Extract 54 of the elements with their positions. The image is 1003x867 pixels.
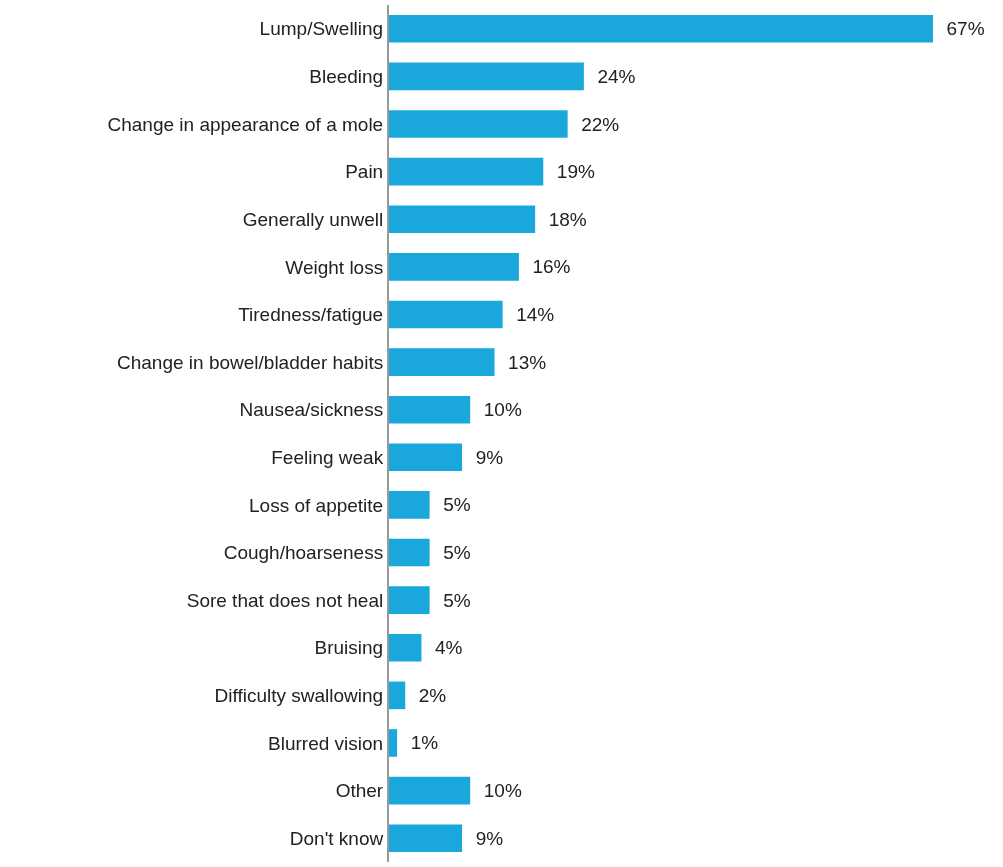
data-label: 14% bbox=[505, 303, 555, 325]
bar bbox=[389, 443, 463, 472]
y-tick-label: Nausea/sickness bbox=[239, 399, 384, 421]
data-label: 10% bbox=[473, 780, 522, 802]
y-tick-label: Difficulty swallowing bbox=[214, 685, 384, 707]
data-label: 16% bbox=[521, 256, 571, 278]
data-label: 2% bbox=[408, 684, 447, 706]
data-label: 1% bbox=[400, 732, 439, 754]
data-label: 67% bbox=[936, 18, 985, 40]
data-label: 5% bbox=[432, 542, 471, 564]
data-label: 5% bbox=[432, 494, 471, 516]
bar bbox=[389, 62, 584, 91]
y-tick-label: Blurred vision bbox=[268, 732, 384, 754]
bar bbox=[389, 157, 544, 186]
bar bbox=[389, 633, 422, 662]
y-tick-label: Other bbox=[335, 780, 384, 802]
bar bbox=[389, 300, 503, 329]
y-tick-label: Pain bbox=[345, 161, 384, 183]
y-tick-label: Change in bowel/bladder habits bbox=[117, 351, 384, 373]
y-tick-label: Weight loss bbox=[285, 256, 384, 278]
data-label: 19% bbox=[546, 161, 595, 183]
data-label: 22% bbox=[570, 113, 620, 135]
y-tick-label: Loss of appetite bbox=[249, 494, 384, 516]
bar bbox=[389, 824, 463, 852]
bar bbox=[389, 538, 430, 567]
y-tick-label: Bruising bbox=[314, 637, 384, 659]
y-tick-label: Generally unwell bbox=[242, 208, 384, 230]
data-label: 18% bbox=[538, 208, 587, 230]
y-tick-label: Don't know bbox=[289, 827, 384, 849]
y-tick-label: Feeling weak bbox=[271, 446, 384, 468]
bar bbox=[389, 586, 430, 614]
bar bbox=[389, 348, 495, 376]
data-label: 9% bbox=[465, 446, 504, 468]
bar bbox=[389, 395, 471, 424]
data-label: 9% bbox=[465, 827, 504, 849]
bar bbox=[389, 729, 398, 757]
y-tick-label: Lump/Swelling bbox=[259, 18, 384, 40]
data-label: 5% bbox=[432, 589, 471, 611]
bar bbox=[389, 491, 430, 519]
y-tick-label: Sore that does not heal bbox=[186, 589, 384, 611]
y-tick-label: Cough/hoarseness bbox=[223, 542, 384, 564]
bar bbox=[389, 205, 536, 234]
data-label: 13% bbox=[497, 351, 547, 373]
bar bbox=[389, 253, 519, 281]
data-label: 4% bbox=[424, 637, 463, 659]
y-tick-label: Tiredness/fatigue bbox=[238, 304, 384, 326]
y-tick-label: Bleeding bbox=[309, 66, 384, 88]
bar bbox=[389, 681, 406, 710]
y-tick-label: Change in appearance of a mole bbox=[107, 113, 384, 135]
bar bbox=[389, 776, 471, 805]
data-label: 24% bbox=[586, 65, 636, 87]
bar bbox=[389, 15, 933, 43]
bar bbox=[389, 110, 568, 138]
data-label: 10% bbox=[473, 399, 522, 421]
